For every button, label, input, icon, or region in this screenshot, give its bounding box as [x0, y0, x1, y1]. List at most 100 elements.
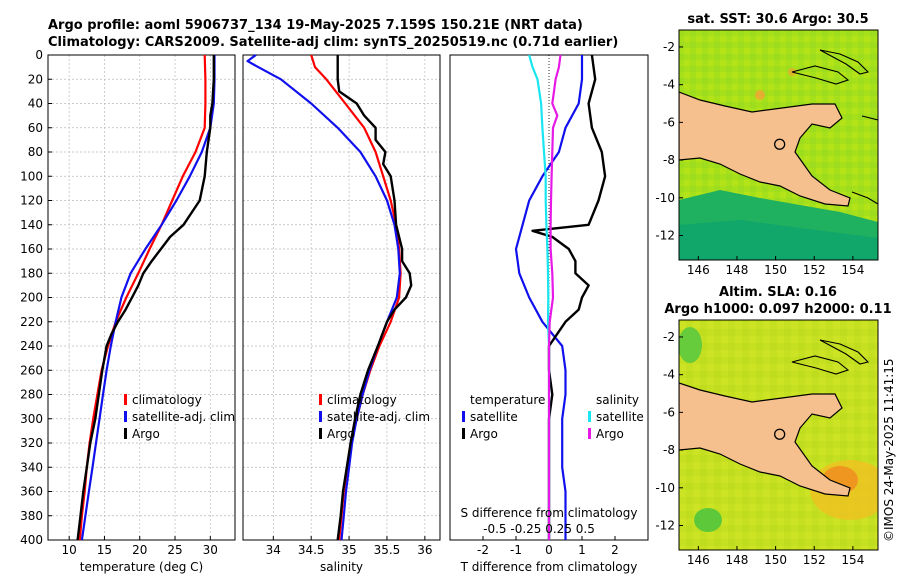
imos-credit: ©IMOS 24-May-2025 11:41:15 [882, 358, 896, 542]
legend-swatch [462, 411, 465, 422]
y-tick-label: 380 [20, 509, 43, 523]
x-axis-label: salinity [320, 560, 363, 574]
sla-low-patch [694, 508, 722, 532]
legend-label: Argo [596, 427, 624, 441]
legend-swatch [319, 428, 322, 439]
sst-new-britain-coast [791, 65, 850, 85]
y-tick-label: 200 [20, 291, 43, 305]
sst-map-title: sat. SST: 30.6 Argo: 30.5 [687, 12, 868, 27]
map-x-tick-label: 146 [687, 553, 710, 567]
map-y-tick-label: -8 [663, 153, 675, 167]
s-axis-ticks: -0.5 -0.25 0.25 0.5 [483, 522, 595, 536]
sst-new-guinea-land [679, 91, 851, 207]
x-tick-label: 36 [417, 543, 432, 557]
series-line [76, 55, 216, 541]
x-tick-label: 34 [266, 543, 281, 557]
y-tick-label: 80 [28, 145, 43, 159]
sst-map-axes: 146 148 150 152 154 -2 -4 -6 -8 -10 -12 [655, 40, 864, 277]
legend-swatch [319, 394, 322, 405]
sst-island-coast [861, 115, 878, 121]
sst-argo-position-marker [774, 138, 786, 150]
series-line [336, 55, 413, 541]
x-tick-label: 1 [578, 543, 586, 557]
y-tick-label: 280 [20, 388, 43, 402]
legend-swatch [319, 411, 322, 422]
x-axis-label: T difference from climatology [460, 560, 638, 574]
x-tick-label: 10 [62, 543, 77, 557]
difference-profile-panel: -2 -1 0 1 2 T difference from climatology S di… [449, 54, 649, 574]
sst-island-coast [851, 191, 878, 205]
map-y-tick-label: -4 [663, 368, 675, 382]
series-line [514, 55, 584, 540]
y-tick-label: 140 [20, 218, 43, 232]
map-x-tick-label: 150 [764, 263, 787, 277]
sst-warm-patch [755, 90, 765, 100]
salinity-profile-panel: 34 34.5 35 35.5 36 salinity climatology satelli… [242, 54, 441, 574]
map-y-tick-label: -2 [663, 40, 675, 54]
x-tick-label: 35 [341, 543, 356, 557]
y-tick-label: 240 [20, 339, 43, 353]
x-tick-label: -1 [510, 543, 522, 557]
y-tick-label: 100 [20, 169, 43, 183]
title-line-1: Argo profile: aoml 5906737_134 19-May-20… [48, 18, 583, 33]
map-y-tick-label: -8 [663, 443, 675, 457]
legend-swatch [124, 428, 127, 439]
s-axis-label: S difference from climatology [461, 506, 638, 520]
map-y-tick-label: -10 [655, 191, 675, 205]
legend-swatch [588, 411, 591, 422]
sla-map-frame [678, 319, 879, 551]
series-line [528, 54, 551, 540]
map-y-tick-label: -12 [655, 228, 675, 242]
x-tick-label: 0 [545, 543, 553, 557]
sla-new-britain-coast [791, 355, 850, 375]
legend-label: climatology [132, 393, 202, 407]
legend-swatch [124, 394, 127, 405]
legend-swatch [588, 428, 591, 439]
x-axis-label: temperature (deg C) [80, 560, 203, 574]
y-tick-label: 120 [20, 194, 43, 208]
x-tick-label: 25 [167, 543, 182, 557]
y-tick-label: 360 [20, 485, 43, 499]
sla-map-axes: 146 148 150 152 154 -2 -4 -6 -8 -10 -12 [655, 330, 864, 567]
y-tick-label: 40 [28, 97, 43, 111]
map-y-tick-label: -12 [655, 518, 675, 532]
legend-header-temperature: temperature [470, 393, 545, 407]
sst-map-panel: sat. SST: 30.6 Argo: 30.5 146 148 150 152 15… [655, 12, 879, 277]
temperature-profile-panel: 0 20 40 60 80 100 120 140 160 180 200 220 240 260 280 3… [20, 48, 236, 574]
legend-header-salinity: salinity [596, 393, 639, 407]
legend-label: Argo [470, 427, 498, 441]
sla-map-panel: Altim. SLA: 0.16 Argo h1000: 0.097 h2000… [655, 285, 891, 567]
map-y-tick-label: -2 [663, 330, 675, 344]
sst-cool-region-south [679, 220, 878, 260]
legend-label: satellite-adj. clim [132, 410, 235, 424]
x-tick-label: 35.5 [374, 543, 401, 557]
series-line [78, 54, 207, 541]
x-tick-label: 34.5 [298, 543, 325, 557]
sla-new-ireland-coast [819, 339, 870, 365]
sla-low-patch [679, 327, 702, 363]
y-tick-label: 320 [20, 436, 43, 450]
y-tick-label: 340 [20, 460, 43, 474]
sst-new-ireland-coast [819, 49, 870, 75]
x-tick-label: 15 [97, 543, 112, 557]
map-y-tick-label: -6 [663, 405, 675, 419]
legend-swatch [124, 411, 127, 422]
map-x-tick-label: 150 [764, 553, 787, 567]
legend-label: satellite-adj. clim [327, 410, 430, 424]
map-x-tick-label: 152 [803, 553, 826, 567]
title-line-2: Climatology: CARS2009. Satellite-adj cli… [48, 35, 618, 50]
map-x-tick-label: 146 [687, 263, 710, 277]
map-x-tick-label: 154 [841, 263, 864, 277]
y-tick-label: 260 [20, 363, 43, 377]
y-tick-label: 180 [20, 266, 43, 280]
sla-map-title-2: Argo h1000: 0.097 h2000: 0.11 [664, 302, 891, 317]
sla-argo-position-marker [774, 428, 786, 440]
y-tick-label: 20 [28, 72, 43, 86]
x-tick-label: 2 [611, 543, 619, 557]
x-tick-label: 30 [203, 543, 218, 557]
map-x-tick-label: 148 [726, 263, 749, 277]
map-x-tick-label: 148 [726, 553, 749, 567]
y-tick-label: 220 [20, 315, 43, 329]
map-y-tick-label: -4 [663, 78, 675, 92]
